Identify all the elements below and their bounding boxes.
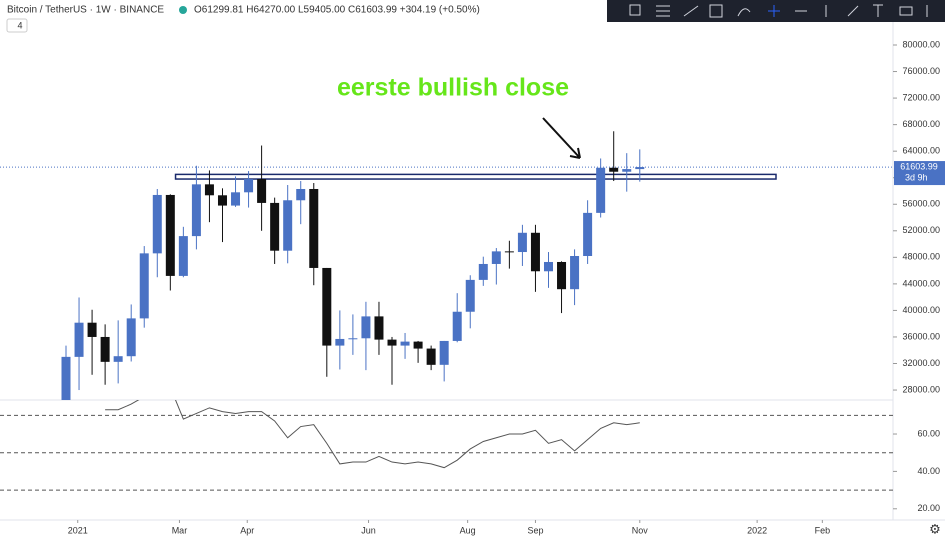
toolbar-icons[interactable] [629, 4, 928, 18]
candle-body [244, 179, 254, 193]
x-tick-label: Nov [632, 525, 649, 535]
x-tick-label: Jun [361, 525, 376, 535]
candle-body [335, 338, 345, 346]
badge-box[interactable] [6, 18, 28, 33]
candle-body [231, 192, 241, 206]
candle-body [113, 356, 123, 362]
y-tick-label: 64000.00 [902, 146, 940, 156]
candle-body [309, 188, 319, 268]
rsi-line [105, 400, 640, 469]
candle-body [296, 188, 306, 201]
y-tick-label: 32000.00 [902, 358, 940, 368]
candle-body [530, 232, 540, 272]
candle-body [270, 202, 280, 251]
candle-body [439, 340, 449, 365]
y-tick-label: 72000.00 [902, 92, 940, 102]
candle-body [452, 311, 462, 341]
candle-body [622, 169, 632, 172]
x-tick-label: 2021 [68, 525, 88, 535]
y-tick-label: 40.00 [917, 466, 940, 476]
y-tick-label: 36000.00 [902, 331, 940, 341]
candle-body [387, 339, 397, 346]
candle-body [322, 267, 332, 346]
ohlc: O61299.81 H64270.00 L59405.00 C61603.99 … [194, 5, 480, 16]
candle-body [217, 195, 227, 206]
y-tick-label: 48000.00 [902, 252, 940, 262]
symbol: Bitcoin / TetherUS · 1W · BINANCE [7, 5, 164, 16]
candle-body [583, 212, 593, 257]
candle-body [570, 256, 580, 290]
candle-body [596, 167, 606, 213]
candle-body [165, 194, 175, 276]
candle-body [465, 279, 475, 312]
candle-body [491, 251, 501, 264]
candle-body [517, 232, 527, 253]
candle-body [348, 338, 358, 340]
candle-body [152, 194, 162, 254]
status-dot [179, 6, 187, 14]
y-tick-label: 52000.00 [902, 225, 940, 235]
candle-body [413, 341, 423, 349]
candle-body [61, 356, 71, 400]
candle-body [635, 167, 645, 170]
candle-body [139, 253, 149, 319]
y-tick-label: 68000.00 [902, 119, 940, 129]
y-tick-label: 44000.00 [902, 278, 940, 288]
y-tick-label: 40000.00 [902, 305, 940, 315]
y-tick-label: 20.00 [917, 503, 940, 513]
x-tick-label: 2022 [747, 525, 767, 535]
last-price-box [894, 161, 945, 186]
y-tick-label: 56000.00 [902, 199, 940, 209]
arrow [542, 117, 581, 159]
candle-body [283, 200, 293, 251]
candle-body [374, 316, 384, 340]
candle-body [257, 179, 267, 203]
x-tick-label: Aug [460, 525, 476, 535]
candle-body [400, 341, 410, 346]
candle-body [609, 167, 619, 172]
candle-body [543, 261, 553, 272]
x-tick-label: Apr [240, 525, 254, 535]
y-tick-label: 60.00 [917, 428, 940, 438]
level-band [174, 173, 777, 180]
candle-body [557, 261, 567, 290]
x-tick-label: Mar [172, 525, 188, 535]
settings-icon[interactable]: ⚙ [929, 521, 941, 536]
last-price-label: 61603.99 [900, 161, 938, 171]
candle-body [126, 318, 136, 357]
y-tick-label: 80000.00 [902, 39, 940, 49]
annotation: eerste bullish close [337, 74, 569, 102]
candle-body [361, 316, 371, 339]
candle-body [74, 322, 84, 357]
candles [61, 131, 645, 400]
candle-body [204, 184, 214, 196]
x-tick-label: Feb [815, 525, 831, 535]
badge[interactable]: 4 [17, 20, 22, 30]
candle-body [87, 322, 97, 337]
y-tick-label: 28000.00 [902, 384, 940, 394]
x-tick-label: Sep [527, 525, 543, 535]
candle-body [178, 236, 188, 276]
candle-body [426, 348, 436, 365]
countdown-label: 3d 9h [905, 172, 928, 182]
candle-body [478, 263, 488, 280]
candle-body [100, 336, 110, 362]
candle-body [191, 184, 201, 237]
candle-body [504, 251, 514, 253]
y-tick-label: 76000.00 [902, 66, 940, 76]
